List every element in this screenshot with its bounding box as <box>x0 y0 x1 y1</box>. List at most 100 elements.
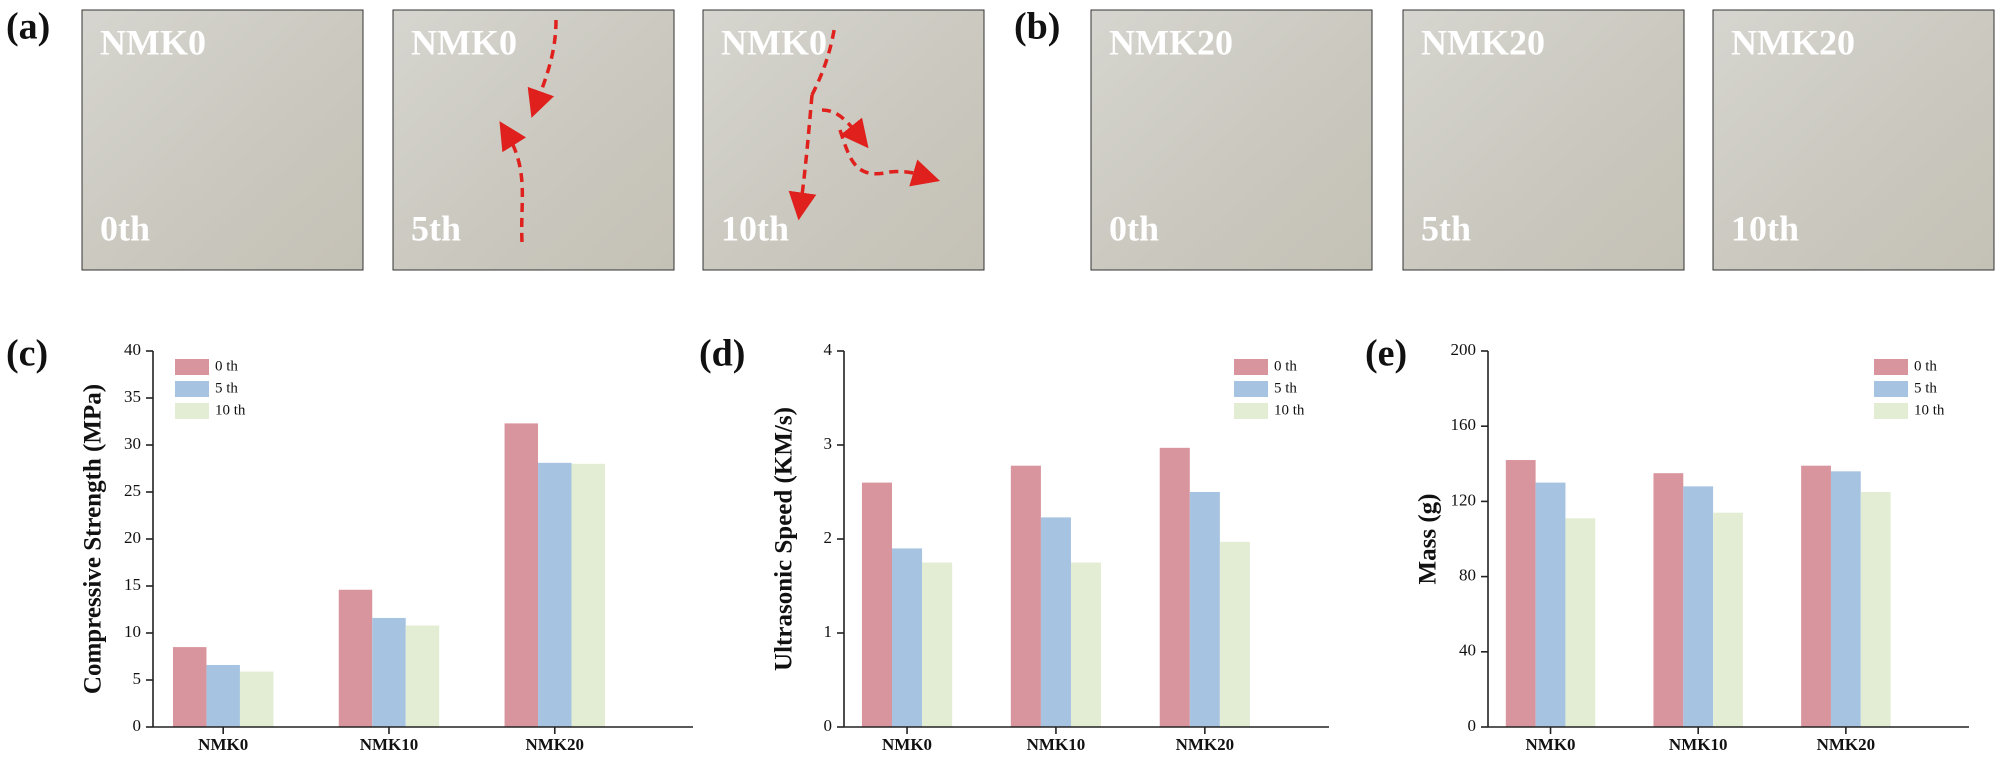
y-tick-label: 80 <box>1459 566 1476 585</box>
y-tick-label: 0 <box>133 716 142 735</box>
legend-label: 0 th <box>1914 358 1937 374</box>
cycle-label: 10th <box>1731 208 1799 248</box>
bar <box>504 423 539 727</box>
bar <box>1801 465 1831 727</box>
legend-swatch <box>175 403 209 419</box>
bar <box>1040 517 1071 727</box>
bar <box>1189 492 1220 727</box>
sample-label: NMK0 <box>411 22 517 62</box>
sample-label: NMK20 <box>1109 22 1233 62</box>
legend-swatch <box>175 381 209 397</box>
x-tick-label: NMK10 <box>1669 735 1728 754</box>
cycle-label: 0th <box>1109 208 1159 248</box>
crack-arrow <box>788 94 817 221</box>
legend-swatch <box>1234 359 1268 375</box>
bar <box>1219 541 1250 727</box>
x-tick-label: NMK10 <box>360 735 419 754</box>
panel-label: (d) <box>699 333 745 375</box>
legend-label: 5 th <box>215 380 238 396</box>
bar <box>1565 518 1596 727</box>
bar <box>1830 471 1861 727</box>
bar <box>1860 492 1891 727</box>
legend-label: 10 th <box>1914 402 1945 418</box>
chart: (e) Mass (g) 0 40 80 120 160 200 NMK0 NMK10 NMK20 0… <box>1365 333 1969 754</box>
sample-label: NMK0 <box>100 22 206 62</box>
bar <box>338 589 373 727</box>
crack-arrow <box>810 24 837 96</box>
crack-arrow <box>527 19 558 118</box>
panel-label: (c) <box>6 333 48 375</box>
x-tick-label: NMK0 <box>882 735 932 754</box>
cycle-label: 0th <box>100 208 150 248</box>
x-tick-label: NMK10 <box>1027 735 1086 754</box>
y-tick-label: 120 <box>1451 490 1477 509</box>
bar <box>1713 512 1743 727</box>
bar <box>206 664 240 727</box>
chart-row: (c)Compressive Strength (MPa)05101520253… <box>6 333 1969 754</box>
crack-arrow <box>821 108 869 149</box>
legend-label: 5 th <box>1914 380 1937 396</box>
legend-swatch <box>1874 381 1908 397</box>
bar <box>892 548 923 727</box>
photo-row: (a) NMK0 0th NMK0 5th NMK0 10th (b) NMK20 0th NMK2… <box>6 6 1995 271</box>
bar <box>1070 562 1102 727</box>
sample-label: NMK20 <box>1421 22 1545 62</box>
cycle-label: 10th <box>721 208 789 248</box>
cycle-label: 5th <box>1421 208 1471 248</box>
bar <box>372 617 406 727</box>
y-tick-label: 0 <box>824 716 833 735</box>
y-tick-label: 15 <box>124 575 141 594</box>
specimen-photo <box>1402 9 1685 271</box>
bar <box>571 463 605 727</box>
legend-swatch <box>175 359 209 375</box>
y-tick-label: 200 <box>1451 340 1477 359</box>
y-tick-label: 40 <box>1459 641 1476 660</box>
y-tick-label: 3 <box>824 434 833 453</box>
y-tick-label: 40 <box>124 340 141 359</box>
legend-swatch <box>1874 359 1908 375</box>
y-tick-label: 10 <box>124 622 141 641</box>
bar <box>239 671 274 727</box>
sample-label: NMK20 <box>1731 22 1855 62</box>
x-tick-label: NMK0 <box>198 735 248 754</box>
specimen-photo <box>1712 9 1995 271</box>
y-tick-label: 30 <box>124 434 141 453</box>
legend-label: 10 th <box>1274 402 1305 418</box>
bar <box>538 462 572 727</box>
crack-arrow <box>838 129 941 187</box>
y-axis-label: Ultrasonic Speed (KM/s) <box>771 407 798 671</box>
legend-swatch <box>1234 381 1268 397</box>
y-axis-label: Compressive Strength (MPa) <box>80 384 107 694</box>
legend-label: 5 th <box>1274 380 1297 396</box>
legend-label: 0 th <box>215 358 238 374</box>
bar <box>1505 460 1536 727</box>
legend-label: 0 th <box>1274 358 1297 374</box>
bar <box>1010 465 1041 727</box>
bar <box>1683 486 1714 727</box>
y-tick-label: 35 <box>124 387 141 406</box>
y-tick-label: 20 <box>124 528 141 547</box>
crack-arrows <box>499 19 941 243</box>
y-tick-label: 5 <box>133 669 142 688</box>
bar <box>1535 482 1566 727</box>
specimen-photo <box>81 9 364 271</box>
y-tick-label: 1 <box>824 622 833 641</box>
y-tick-label: 4 <box>824 340 833 359</box>
cycle-label: 5th <box>411 208 461 248</box>
legend-swatch <box>1234 403 1268 419</box>
y-tick-label: 2 <box>824 528 833 547</box>
panel-label: (b) <box>1014 6 1060 48</box>
x-tick-label: NMK20 <box>525 735 584 754</box>
bar <box>922 562 953 727</box>
bar <box>405 625 440 727</box>
bar <box>172 647 207 727</box>
x-tick-label: NMK20 <box>1817 735 1876 754</box>
x-tick-label: NMK20 <box>1176 735 1235 754</box>
x-tick-label: NMK0 <box>1526 735 1576 754</box>
legend-swatch <box>1874 403 1908 419</box>
y-axis-label: Mass (g) <box>1415 494 1442 585</box>
chart: (d) Ultrasonic Speed (KM/s) 0 1 2 3 4 NMK0 NMK10… <box>699 333 1329 754</box>
y-tick-label: 160 <box>1451 415 1477 434</box>
specimen-photo <box>392 9 675 271</box>
